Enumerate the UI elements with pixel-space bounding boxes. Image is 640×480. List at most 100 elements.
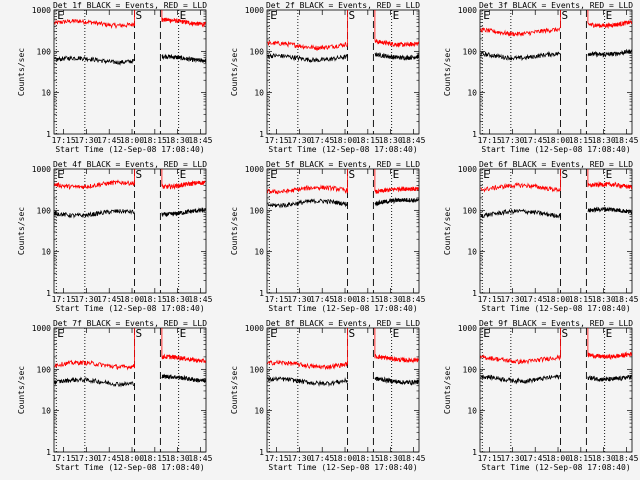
y-tick-label: 1 bbox=[259, 448, 264, 457]
marker-label: E bbox=[57, 168, 64, 181]
lld-series bbox=[161, 10, 206, 28]
y-tick-label: 1 bbox=[259, 289, 264, 298]
marker-label: E bbox=[606, 327, 613, 340]
lld-series bbox=[587, 10, 632, 29]
y-axis-title: Counts/sec bbox=[443, 207, 452, 255]
panel-title: Det 3f BLACK = Events, RED = LLD bbox=[479, 1, 633, 10]
x-tick-label: 17:45 bbox=[523, 454, 547, 463]
marker-label: E bbox=[180, 327, 187, 340]
x-tick-label: 17:45 bbox=[97, 136, 121, 145]
events-series bbox=[587, 374, 632, 383]
panel-title: Det 6f BLACK = Events, RED = LLD bbox=[479, 160, 633, 169]
y-axis-title: Counts/sec bbox=[17, 48, 26, 96]
lld-series bbox=[54, 328, 136, 371]
x-tick-label: 17:30 bbox=[74, 454, 98, 463]
lld-series bbox=[267, 328, 349, 371]
x-tick-label: 18:15 bbox=[143, 295, 167, 304]
events-series bbox=[587, 48, 632, 58]
y-tick-label: 10 bbox=[41, 89, 51, 98]
x-tick-label: 18:30 bbox=[592, 295, 616, 304]
marker-label: E bbox=[483, 168, 490, 181]
x-tick-label: 18:15 bbox=[356, 295, 380, 304]
panel-4: Det 4f BLACK = Events, RED = LLD 1 10 100 10… bbox=[17, 160, 213, 313]
y-tick-label: 1 bbox=[472, 289, 477, 298]
x-tick-label: 18:30 bbox=[166, 136, 190, 145]
y-tick-label: 1 bbox=[259, 130, 264, 139]
panel-5: Det 5f BLACK = Events, RED = LLD 1 10 100 10… bbox=[230, 160, 426, 313]
marker-label: E bbox=[483, 327, 490, 340]
x-tick-label: 18:00 bbox=[120, 454, 144, 463]
marker-label: E bbox=[180, 168, 187, 181]
panel-title: Det 4f BLACK = Events, RED = LLD bbox=[53, 160, 207, 169]
x-tick-label: 17:45 bbox=[310, 454, 334, 463]
y-tick-label: 1000 bbox=[245, 324, 264, 333]
x-tick-label: 17:15 bbox=[478, 295, 502, 304]
events-series bbox=[267, 198, 348, 209]
x-axis-title: Start Time (12-Sep-08 17:08:40) bbox=[55, 463, 204, 472]
x-tick-label: 18:00 bbox=[120, 295, 144, 304]
x-tick-label: 18:30 bbox=[379, 454, 403, 463]
marker-label: E bbox=[483, 9, 490, 22]
lld-series bbox=[374, 328, 419, 364]
x-tick-label: 18:00 bbox=[333, 136, 357, 145]
x-tick-label: 18:45 bbox=[401, 136, 425, 145]
marker-label: S bbox=[349, 9, 356, 22]
y-tick-label: 100 bbox=[463, 47, 478, 56]
panel-2: Det 2f BLACK = Events, RED = LLD 1 10 100 10… bbox=[230, 1, 426, 154]
panel-1: Det 1f BLACK = Events, RED = LLD 1 10 100 10… bbox=[17, 1, 213, 154]
events-series bbox=[267, 376, 348, 387]
panel-3: Det 3f BLACK = Events, RED = LLD 1 10 100 10… bbox=[443, 1, 639, 154]
y-tick-label: 1000 bbox=[458, 6, 477, 15]
lld-series bbox=[374, 169, 419, 194]
x-tick-label: 18:45 bbox=[188, 295, 212, 304]
panel-6: Det 6f BLACK = Events, RED = LLD 1 10 100 10… bbox=[443, 160, 639, 313]
lld-series bbox=[587, 169, 632, 190]
x-tick-label: 18:00 bbox=[333, 454, 357, 463]
x-tick-label: 17:45 bbox=[97, 295, 121, 304]
y-tick-label: 1000 bbox=[32, 6, 51, 15]
panel-7: Det 7f BLACK = Events, RED = LLD 1 10 100 10… bbox=[17, 319, 213, 472]
y-tick-label: 1000 bbox=[245, 6, 264, 15]
y-tick-label: 1000 bbox=[32, 324, 51, 333]
marker-label: E bbox=[606, 168, 613, 181]
x-tick-label: 17:30 bbox=[500, 295, 524, 304]
x-tick-label: 17:15 bbox=[265, 454, 289, 463]
x-tick-label: 18:15 bbox=[356, 136, 380, 145]
y-tick-label: 1 bbox=[46, 130, 51, 139]
x-tick-label: 18:15 bbox=[356, 454, 380, 463]
lld-series bbox=[480, 169, 561, 193]
plot-frame bbox=[479, 9, 633, 135]
x-tick-label: 18:00 bbox=[120, 136, 144, 145]
events-series bbox=[54, 376, 135, 388]
marker-label: S bbox=[136, 9, 143, 22]
events-series bbox=[161, 373, 206, 383]
x-tick-label: 17:45 bbox=[310, 136, 334, 145]
x-tick-label: 17:15 bbox=[52, 136, 76, 145]
marker-label: S bbox=[136, 327, 143, 340]
x-tick-label: 18:15 bbox=[143, 454, 167, 463]
marker-label: E bbox=[606, 9, 613, 22]
panel-title: Det 5f BLACK = Events, RED = LLD bbox=[266, 160, 420, 169]
x-tick-label: 17:15 bbox=[52, 295, 76, 304]
x-tick-label: 18:45 bbox=[401, 295, 425, 304]
x-tick-label: 17:30 bbox=[500, 454, 524, 463]
marker-label: S bbox=[562, 9, 569, 22]
plot-frame bbox=[53, 327, 207, 453]
y-axis-title: Counts/sec bbox=[230, 366, 239, 414]
x-axis-title: Start Time (12-Sep-08 17:08:40) bbox=[481, 304, 630, 313]
events-series bbox=[374, 197, 419, 207]
panel-9: Det 9f BLACK = Events, RED = LLD 1 10 100 10… bbox=[443, 319, 639, 472]
marker-label: S bbox=[136, 168, 143, 181]
x-tick-label: 17:45 bbox=[523, 136, 547, 145]
events-series bbox=[54, 55, 135, 66]
y-tick-label: 1 bbox=[472, 130, 477, 139]
events-series bbox=[161, 207, 206, 217]
y-tick-label: 1 bbox=[472, 448, 477, 457]
x-tick-label: 18:30 bbox=[379, 295, 403, 304]
events-series bbox=[374, 52, 419, 61]
y-tick-label: 100 bbox=[463, 206, 478, 215]
x-tick-label: 18:15 bbox=[569, 454, 593, 463]
events-series bbox=[54, 208, 135, 219]
plot-frame bbox=[479, 327, 633, 453]
marker-label: E bbox=[393, 9, 400, 22]
